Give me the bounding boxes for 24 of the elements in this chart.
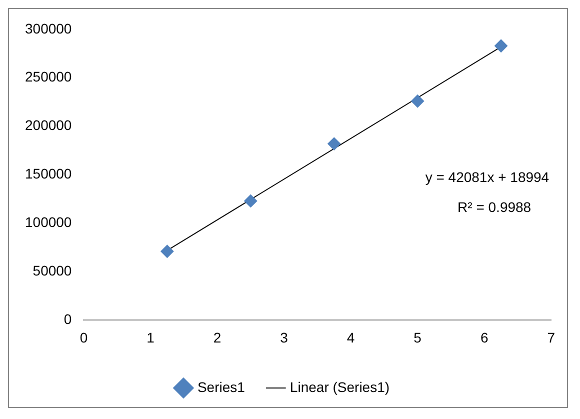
y-tick-label: 150000 [25,166,72,182]
y-tick-label: 50000 [32,262,72,279]
point [328,137,341,150]
x-tick-label: 1 [146,329,155,346]
x-tick-label: 4 [346,329,355,346]
y-tick-label: 300000 [25,20,72,36]
point [411,94,424,108]
y-tick-label: 100000 [25,214,72,230]
y-tick-label: 250000 [25,68,72,85]
legend-label: Linear (Series1) [290,378,390,395]
y-tick-label: 0 [64,311,72,328]
point [160,244,174,258]
legend-label: Series1 [197,378,246,395]
x-tick-label: 0 [80,329,88,346]
x-tick-label: 5 [414,329,422,346]
x-tick-label: 3 [280,329,288,346]
point [494,39,508,52]
x-tick-label: 7 [547,329,556,346]
annotation: R² = 0.9988 [458,199,532,216]
x-tick-label: 2 [213,329,222,346]
point [244,194,258,208]
y-tick-label: 200000 [25,117,72,134]
x-tick-label: 6 [480,329,488,346]
annotation: y = 42081x + 18994 [425,169,550,186]
